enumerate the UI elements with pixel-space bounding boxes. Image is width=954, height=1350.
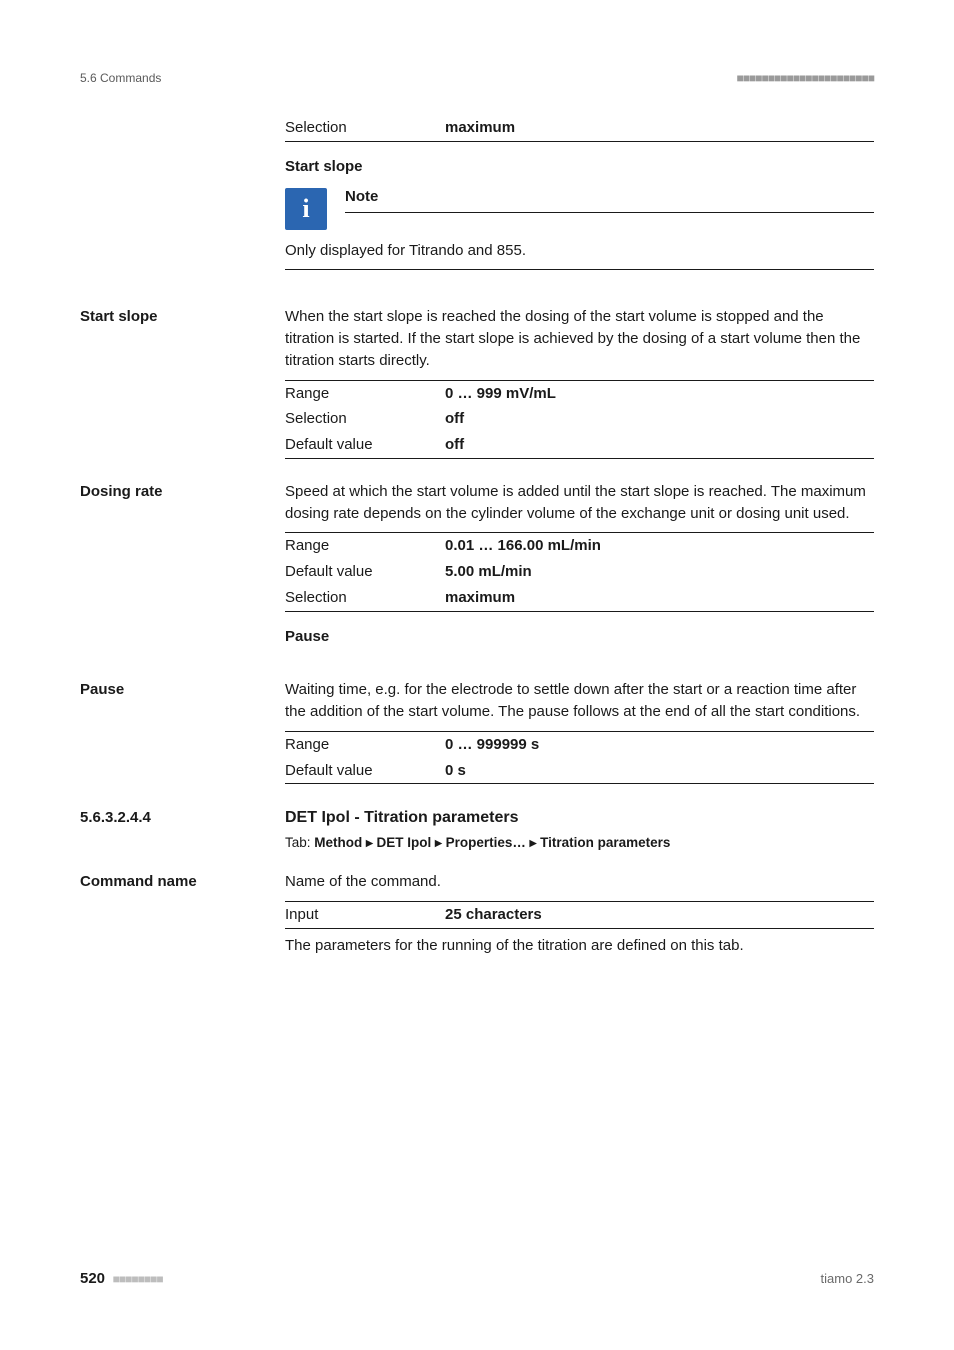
param-label: Start slope [80, 306, 269, 328]
kv-key: Default value [285, 760, 445, 782]
tab-path-text: Method ▸ DET Ipol ▸ Properties… ▸ Titrat… [314, 835, 670, 850]
kv-key: Selection [285, 587, 445, 609]
tab-path: Tab: Method ▸ DET Ipol ▸ Properties… ▸ T… [285, 833, 874, 853]
param-tail: The parameters for the running of the ti… [285, 935, 874, 957]
kv-key: Selection [285, 117, 445, 139]
kv-val: 0 … 999999 s [445, 734, 539, 756]
kv-val: 5.00 mL/min [445, 561, 532, 583]
kv-val: 0 … 999 mV/mL [445, 383, 556, 405]
header-crumb: 5.6 Commands [80, 70, 161, 87]
param-command-name: Command name Name of the command. Input … [80, 871, 874, 964]
table-row: Selection off [285, 406, 874, 432]
kv-key: Range [285, 383, 445, 405]
param-label: Command name [80, 871, 269, 893]
kv-val: 25 characters [445, 904, 542, 926]
table-row: Input 25 characters [285, 901, 874, 929]
param-pause: Pause Waiting time, e.g. for the electro… [80, 679, 874, 784]
kv-key: Range [285, 734, 445, 756]
kv-key: Input [285, 904, 445, 926]
footer-product: tiamo 2.3 [821, 1270, 874, 1289]
note-body: Only displayed for Titrando and 855. [285, 230, 874, 271]
subheading-pause: Pause [285, 626, 874, 648]
kv-val: maximum [445, 587, 515, 609]
param-desc: Name of the command. [285, 871, 874, 893]
table-row: Selection maximum [285, 115, 874, 142]
section-heading: 5.6.3.2.4.4 DET Ipol - Titration paramet… [80, 806, 874, 871]
kv-key: Selection [285, 408, 445, 430]
tab-lead: Tab: [285, 835, 314, 850]
content-area: Selection maximum Start slope i Note Onl… [80, 115, 874, 986]
section-title: DET Ipol - Titration parameters [285, 806, 874, 829]
param-desc: When the start slope is reached the dosi… [285, 306, 874, 371]
page-number: 520 [80, 1270, 105, 1287]
param-desc: Waiting time, e.g. for the electrode to … [285, 679, 874, 723]
param-dosing-rate: Dosing rate Speed at which the start vol… [80, 481, 874, 658]
kv-val: off [445, 408, 464, 430]
param-desc: Speed at which the start volume is added… [285, 481, 874, 525]
kv-key: Default value [285, 434, 445, 456]
kv-val: 0 s [445, 760, 466, 782]
table-row: Default value 0 s [285, 758, 874, 785]
footer-dashes: ■■■■■■■■ [113, 1272, 163, 1286]
table-row: Default value 5.00 mL/min [285, 559, 874, 585]
table-row: Selection maximum [285, 585, 874, 612]
table-row: Range 0 … 999 mV/mL [285, 380, 874, 407]
header-dashes: ■■■■■■■■■■■■■■■■■■■■■■ [737, 70, 874, 87]
kv-val: off [445, 434, 464, 456]
kv-val: maximum [445, 117, 515, 139]
param-label: Dosing rate [80, 481, 269, 503]
note-box: i Note Only displayed for Titrando and 8… [285, 188, 874, 271]
param-start-slope: Start slope When the start slope is reac… [80, 306, 874, 459]
table-row: Range 0 … 999999 s [285, 731, 874, 758]
kv-key: Range [285, 535, 445, 557]
note-title: Note [345, 186, 874, 213]
section-number: 5.6.3.2.4.4 [80, 809, 151, 826]
param-label: Pause [80, 679, 269, 701]
info-icon: i [285, 188, 327, 230]
page-footer: 520 ■■■■■■■■ tiamo 2.3 [80, 1268, 874, 1290]
kv-val: 0.01 … 166.00 mL/min [445, 535, 601, 557]
footer-left: 520 ■■■■■■■■ [80, 1268, 163, 1290]
page-header: 5.6 Commands ■■■■■■■■■■■■■■■■■■■■■■ [0, 70, 954, 87]
selection-block: Selection maximum Start slope i Note Onl… [80, 115, 874, 284]
table-row: Default value off [285, 432, 874, 459]
kv-key: Default value [285, 561, 445, 583]
subheading-start-slope: Start slope [285, 156, 874, 178]
table-row: Range 0.01 … 166.00 mL/min [285, 532, 874, 559]
